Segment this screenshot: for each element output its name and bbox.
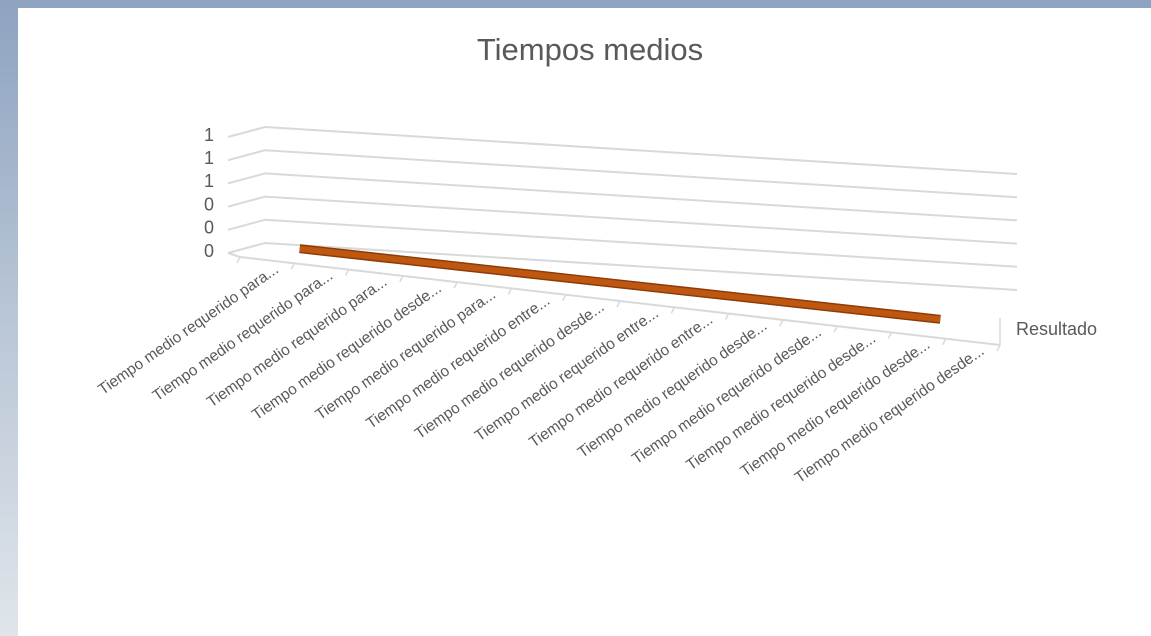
x-tick (996, 344, 1001, 352)
grid-line (227, 241, 1018, 291)
chart-title: Tiempos medios (477, 32, 703, 67)
x-tick (942, 338, 947, 346)
y-tick-label: 0 (204, 218, 214, 238)
grid-line (227, 195, 1018, 245)
x-tick (616, 300, 621, 308)
floor-side (227, 252, 241, 258)
x-tick (290, 262, 295, 270)
x-tick (399, 275, 404, 283)
grid-line (227, 172, 1018, 222)
y-tick-label: 1 (204, 171, 214, 191)
x-tick (887, 332, 893, 339)
y-tick-label: 0 (204, 241, 214, 261)
chart-area (18, 8, 1151, 636)
x-tick (453, 281, 458, 289)
y-tick-label: 0 (204, 194, 214, 214)
x-tick (670, 306, 675, 314)
grid-line (227, 149, 1018, 199)
x-tick (724, 313, 730, 320)
y-tick-label: 1 (204, 125, 214, 145)
x-tick (344, 269, 350, 276)
y-tick-label: 1 (204, 148, 214, 168)
legend-label: Resultado (1016, 319, 1097, 339)
x-tick (236, 256, 241, 264)
x-tick (833, 325, 838, 333)
grid-line (227, 218, 1018, 268)
grid-line (227, 125, 1018, 175)
x-tick (507, 288, 513, 295)
x-tick (562, 294, 567, 302)
x-tick (779, 319, 784, 327)
series-line (299, 245, 941, 323)
